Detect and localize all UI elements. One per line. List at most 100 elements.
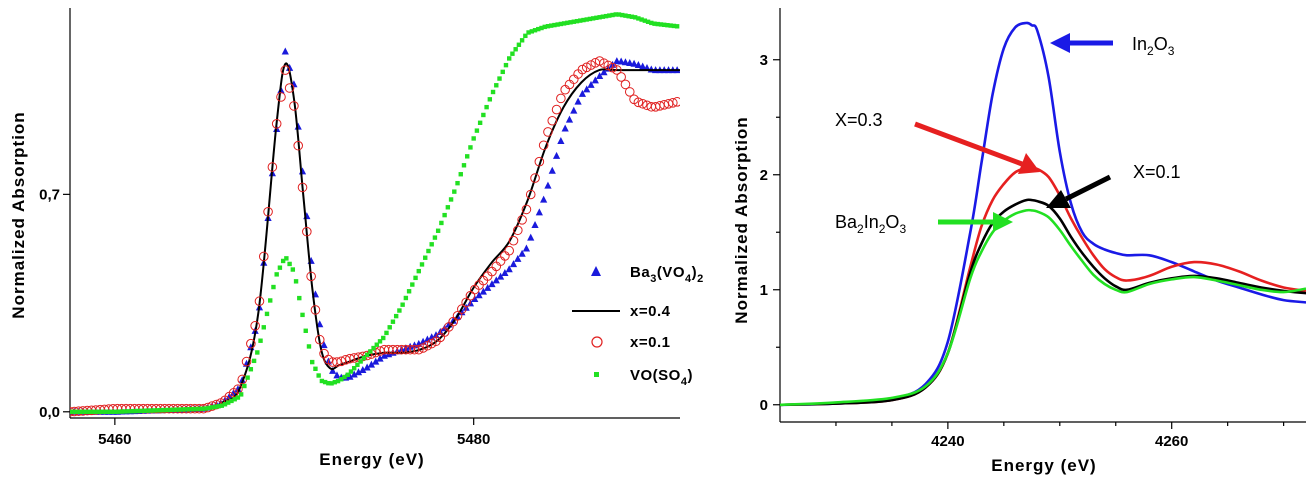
data-point [180,407,186,412]
data-point [481,112,486,118]
data-point [271,284,276,290]
data-point [419,337,427,345]
data-point [400,302,405,307]
data-point [571,19,576,24]
data-point [80,409,86,414]
data-point [543,127,553,137]
legend-marker-square [594,372,599,377]
data-point [634,61,642,69]
data-point [187,407,192,412]
data-point [336,356,347,367]
data-point [525,189,536,200]
data-point [372,357,380,365]
data-point [461,297,471,308]
data-point [206,405,212,411]
data-point [535,208,543,216]
data-point [177,407,182,412]
data-point [100,409,105,414]
data-point [496,272,505,280]
data-point [310,305,321,315]
data-point [319,378,325,384]
right-x-axis-title: Energy (eV) [991,456,1096,475]
data-point [455,180,460,186]
data-point [300,312,305,318]
data-point [145,408,150,413]
left-x-tick-label: 5460 [98,431,131,448]
data-point [565,20,570,26]
legend-label-x01: x=0.1 [630,334,670,351]
annotation-x01: X=0.1 [1046,162,1181,208]
data-point [561,21,567,26]
data-point [268,298,273,303]
data-point [510,51,515,56]
data-point [658,22,664,27]
data-point [629,14,635,19]
data-point [516,42,522,47]
data-point [90,409,95,414]
data-point [138,408,144,414]
data-point [335,378,341,384]
data-point [376,354,384,362]
data-point [548,166,556,174]
data-point [129,409,134,414]
data-point [103,409,108,414]
data-point [490,89,496,95]
data-point [384,330,389,336]
data-point [406,289,412,294]
data-point [633,97,644,108]
data-point [632,15,638,20]
data-point [361,355,367,361]
data-point [532,28,538,33]
data-point [439,220,444,226]
data-point [219,403,224,408]
data-point [591,76,599,84]
data-point [584,17,589,22]
right-plot-area [779,8,1306,423]
data-point [413,275,418,281]
data-point [513,47,518,52]
annotation-in2o3: In2O3 [1050,33,1175,58]
data-point [544,181,552,189]
data-point [306,271,316,282]
data-point [271,118,282,129]
data-point [484,104,489,110]
data-point [258,338,263,343]
data-point [297,182,308,193]
data-point [457,304,467,314]
data-point [377,339,383,344]
data-point [171,407,176,412]
left-legend: Ba3(VO4)2 x=0.4 x=0.1 VO(SO4) [572,264,703,388]
data-point [616,12,622,17]
data-point [345,372,350,377]
right-ticks: 4240 4260 0 1 2 3 [760,52,1285,450]
data-point [264,311,270,317]
annotation-label-x01: X=0.1 [1133,162,1181,182]
data-point [96,409,102,414]
data-point [364,352,370,357]
data-point [289,101,299,111]
data-point [148,408,153,413]
data-point [332,357,342,367]
left-y-axis-title: Normalized Absorption [9,111,28,318]
data-point [484,283,492,291]
right-series [780,21,1306,407]
data-point [284,256,289,261]
data-point [358,359,363,364]
data-point [274,272,279,277]
data-point [286,63,294,71]
data-point [302,226,312,237]
data-point [623,13,628,18]
data-point [351,365,357,371]
legend-label-voso4: VO(SO4) [630,367,693,388]
data-point [250,321,260,331]
data-point [297,295,302,301]
data-point [423,335,431,343]
data-point [578,18,583,23]
data-point [671,23,677,29]
data-point [235,395,241,400]
data-point [293,279,299,284]
data-point [280,258,286,264]
legend-marker-triangle [591,266,601,276]
data-point [109,409,115,414]
data-point [261,325,266,330]
